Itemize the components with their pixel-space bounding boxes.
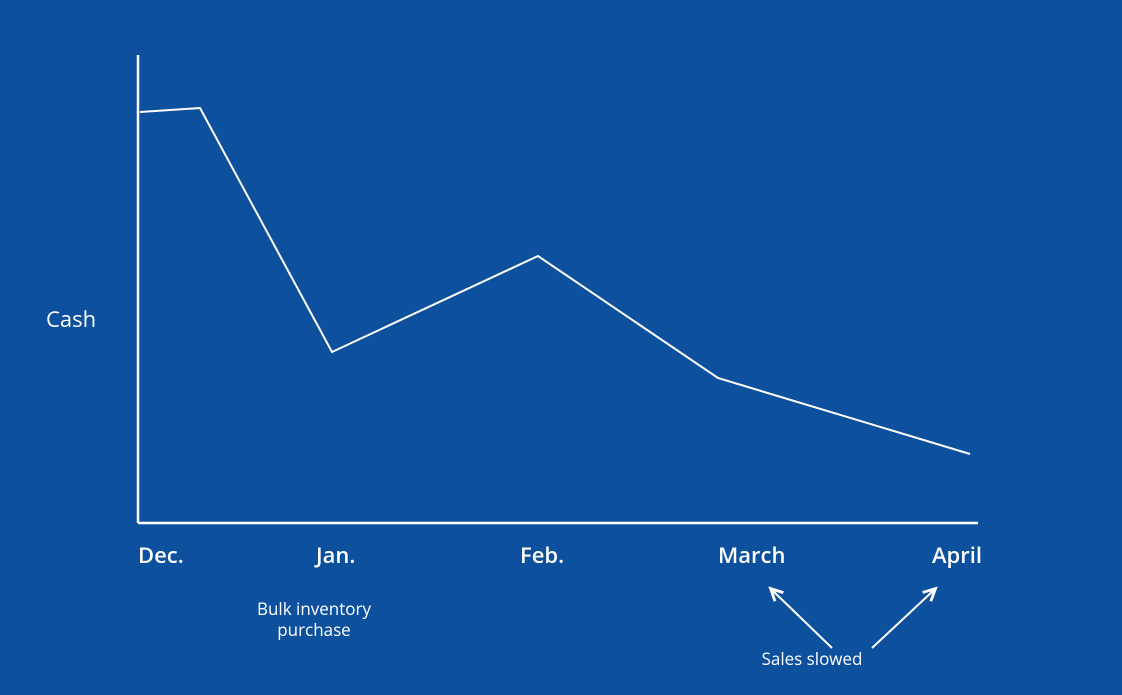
x-tick-dec: Dec. (138, 540, 184, 570)
x-tick-march: March (718, 540, 785, 570)
annotation-arrow-0 (772, 590, 832, 648)
annotation-sales-slowed: Sales slowed (752, 648, 872, 669)
x-tick-jan: Jan. (316, 540, 355, 570)
annotation-arrow-1 (872, 590, 934, 648)
x-tick-april: April (932, 540, 982, 570)
annotation-bulk-inventory: Bulk inventory purchase (244, 598, 384, 641)
x-tick-feb: Feb. (520, 540, 564, 570)
chart-svg (0, 0, 1122, 695)
cash-line-chart: Cash Dec. Jan. Feb. March April Bulk inv… (0, 0, 1122, 695)
cash-line (140, 108, 970, 454)
y-axis-label: Cash (46, 304, 96, 334)
